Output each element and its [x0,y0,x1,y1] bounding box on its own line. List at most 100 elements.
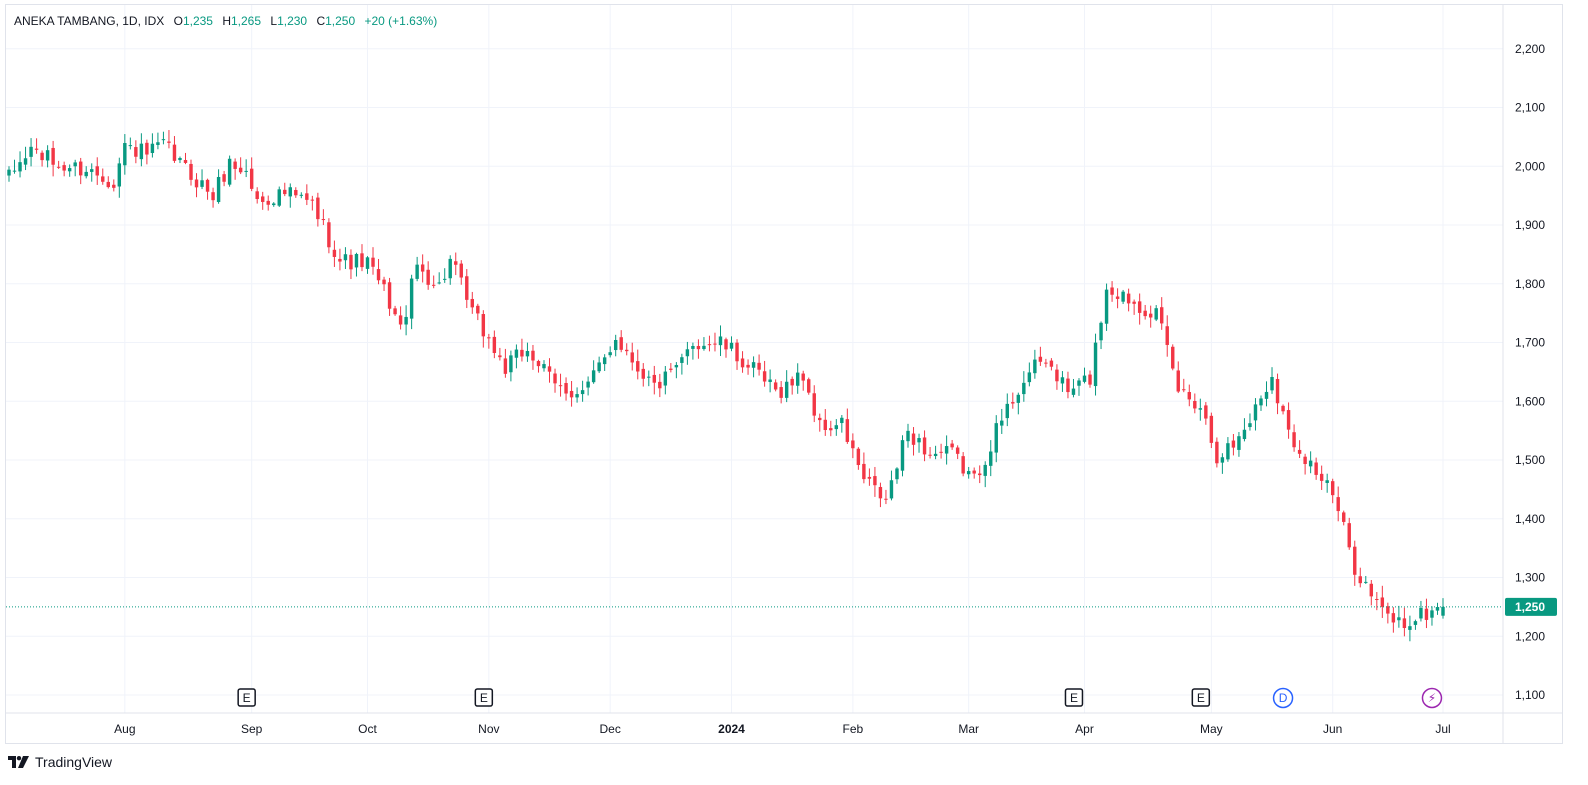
candle-body [1281,405,1285,412]
candle-body [718,336,723,346]
candle-body [1215,441,1219,464]
candle-body [1248,423,1252,428]
candle-body [663,371,668,386]
candle-body [1347,523,1351,548]
split-marker-label: ⚡ [1428,691,1436,705]
earnings-marker [237,688,256,707]
earnings-marker [1064,688,1084,707]
last-price-badge [1505,597,1557,616]
candle-body [299,194,304,196]
y-tick-label: 2,100 [1515,101,1545,115]
candle-body [878,486,883,499]
candle-body [1126,293,1131,304]
candle-body [1358,576,1362,584]
chart-frame[interactable]: 2,200 2,100 2,000 1,900 1,800 1,700 1,600 1,500… [5,4,1563,744]
chart-legend: ANEKA TAMBANG, 1D, IDX O1,235 H1,265 L1,… [14,14,437,28]
x-tick-label: Feb [843,722,864,736]
candle-body [977,473,982,476]
candle-body [746,364,750,368]
candle-body [1143,310,1147,317]
candle-body [619,337,623,350]
candle-body [1055,369,1059,382]
candle-body [790,378,794,386]
candle-body [1413,621,1418,625]
candle-body [1198,408,1203,410]
y-tick-label: 1,800 [1515,277,1545,291]
candle-body [729,342,734,349]
candle-body [487,337,491,339]
earnings-marker-label: E [1197,691,1205,705]
candle-body [376,269,381,281]
tradingview-brand[interactable]: TradingView [8,754,112,770]
candle-body [29,146,33,157]
candle-body [1226,443,1230,460]
candle-body [597,362,601,372]
candle-body [707,344,712,346]
candle-body [321,219,326,221]
price-chart[interactable]: 2,200 2,100 2,000 1,900 1,800 1,700 1,600 1,500… [6,5,1562,743]
legend-symbol: ANEKA TAMBANG, 1D, IDX [14,14,165,28]
candle-body [691,345,695,349]
dividend-marker-label: D [1279,691,1288,705]
candle-body [1330,481,1335,496]
candle-body [696,345,701,350]
candle-body [216,176,221,203]
dividend-marker [1272,687,1294,709]
candle-body [1264,391,1269,399]
candle-body [851,440,855,449]
candle-body [613,339,618,351]
candle-body [1160,307,1164,324]
x-tick-label: Apr [1075,722,1094,736]
legend-high-label: H [222,14,231,28]
candle-body [1049,360,1054,367]
candle-body [393,308,397,315]
candle-body [12,170,17,172]
candle-body [128,145,133,147]
candle-body [862,463,866,480]
candle-body [994,423,998,453]
candle-body [983,464,987,476]
candle-body [1060,377,1065,384]
candle-body [40,152,44,161]
candle-body [1441,606,1445,616]
brand-name: TradingView [35,754,113,770]
candle-body [222,174,226,182]
candle-body [360,253,364,268]
candle-body [713,343,717,345]
candle-body [156,142,160,145]
candle-body [172,144,177,161]
candle-body [784,381,789,398]
candle-body [183,160,188,163]
candle-body [67,168,72,172]
candle-body [476,305,480,314]
candle-body [18,162,22,172]
last-price-label: 1,250 [1515,600,1545,614]
legend-open-value: 1,235 [182,14,213,28]
candle-body [23,158,28,165]
y-tick-label: 1,500 [1515,453,1545,467]
candle-body [895,468,899,480]
candle-body [553,373,557,384]
split-marker [1421,687,1443,709]
candle-body [272,203,276,206]
candle-body [1193,401,1197,409]
candle-body [1176,370,1180,392]
candle-body [1066,378,1070,393]
candle-body [900,440,905,471]
legend-close-label: C [316,14,326,28]
candle-body [928,454,932,456]
candle-body [1187,392,1192,400]
candle-body [939,451,943,453]
candle-body [1408,626,1412,630]
candle-body [117,163,122,187]
candle-body [674,365,679,368]
candle-body [134,147,138,157]
earnings-marker [474,688,494,707]
candle-body [288,187,292,197]
candle-body [1071,388,1076,395]
candle-body [73,162,77,167]
candle-body [1297,449,1302,454]
candle-body [884,498,888,500]
candle-body [1121,291,1125,302]
candle-body [338,258,342,262]
